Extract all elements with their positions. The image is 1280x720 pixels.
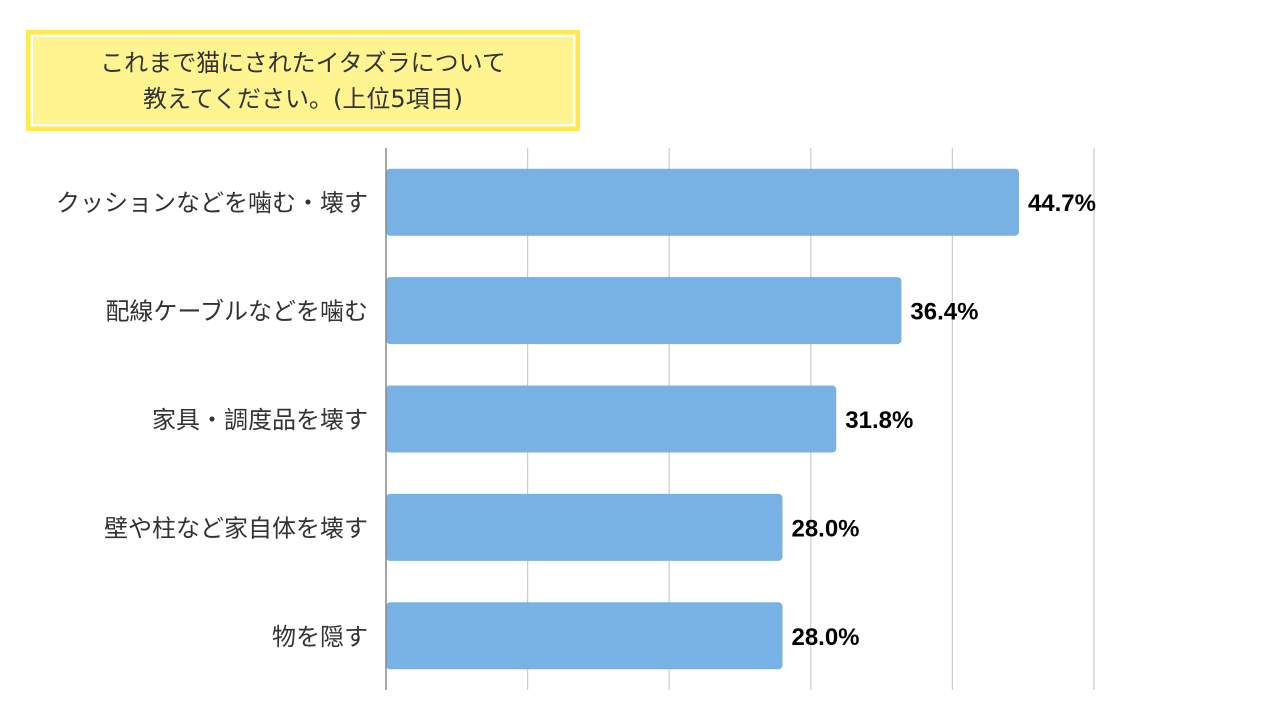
value-label-5: 28.0% — [791, 624, 859, 651]
value-label-4: 28.0% — [791, 515, 859, 542]
value-label-3: 31.8% — [845, 407, 913, 434]
value-label-1: 44.7% — [1028, 190, 1096, 217]
bar-2 — [386, 277, 902, 345]
chart-title-box: これまで猫にされたイタズラについて 教えてください。(上位5項目) — [26, 30, 580, 131]
bar-5 — [386, 602, 783, 670]
chart-title-line-2: 教えてください。(上位5項目) — [142, 84, 464, 113]
category-label-5: 物を隠す — [272, 623, 368, 651]
bar-1 — [386, 168, 1019, 236]
chart-title-line-1: これまで猫にされたイタズラについて — [100, 48, 506, 77]
category-label-4: 壁や柱など家自体を壊す — [104, 514, 368, 542]
category-label-3: 家具・調度品を壊す — [152, 406, 368, 434]
category-label-2: 配線ケーブルなどを噛む — [105, 298, 368, 326]
bar-3 — [386, 385, 837, 453]
labels: クッションなどを噛む・壊す 44.7% 配線ケーブルなどを噛む 36.4% 家具・調度品… — [56, 189, 1096, 651]
bar-4 — [386, 493, 783, 561]
chart-title: これまで猫にされたイタズラについて 教えてください。(上位5項目) — [100, 45, 506, 117]
category-label-1: クッションなどを噛む・壊す — [56, 189, 368, 217]
value-label-2: 36.4% — [910, 299, 978, 326]
bars — [386, 168, 1019, 670]
